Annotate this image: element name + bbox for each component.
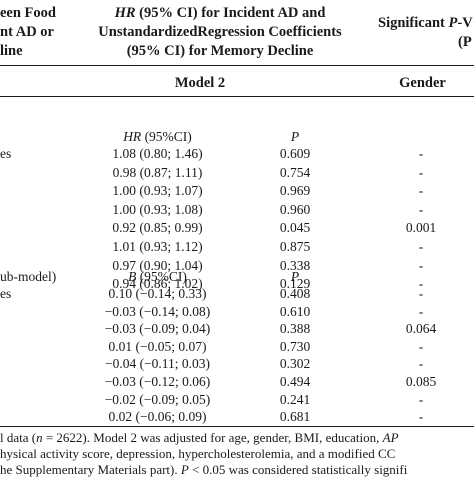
footnote-text: = 2622). Model 2 was adjusted for age, g… bbox=[42, 430, 383, 445]
section2-ci-cell: −0.03 (−0.12; 0.06) bbox=[104, 374, 211, 389]
section1-p-cell: 0.129 bbox=[279, 276, 311, 292]
section1-gender-cell: 0.001 bbox=[405, 220, 437, 236]
model-label: Model 2 bbox=[174, 75, 226, 91]
mid-header-line1-text: (95% CI) for Incident AD and bbox=[135, 5, 326, 21]
right-header-p: P bbox=[448, 15, 458, 31]
section1-gender-cell: - bbox=[418, 146, 424, 161]
section2-gender-cell: - bbox=[418, 409, 424, 425]
rule-mid bbox=[0, 96, 474, 97]
left-header-line2: nt AD or bbox=[0, 24, 54, 40]
section1-ci-cell: 1.00 (0.93; 1.07) bbox=[112, 183, 203, 199]
section1-p-cell: 0.960 bbox=[279, 201, 311, 217]
footnote-text: < 0.05 was considered statistically sign… bbox=[188, 462, 408, 477]
section2-ci-cell: −0.04 (−0.11; 0.03) bbox=[104, 356, 211, 372]
hr-label: HR bbox=[114, 5, 136, 21]
section2-p-cell: 0.610 bbox=[279, 303, 311, 319]
section1-gender-cell: - bbox=[418, 257, 424, 273]
section2-ci-cell: 0.10 (−0.14; 0.33) bbox=[108, 286, 207, 301]
section1-ci-header: HR (95%CI) bbox=[80, 128, 235, 145]
section2-gender-cell: - bbox=[418, 338, 424, 354]
section1-p-cell: 0.338 bbox=[279, 257, 311, 273]
section1-gender-cell: - bbox=[418, 164, 424, 180]
section2-p-header: P bbox=[290, 269, 300, 284]
mid-header-line2: UnstandardizedRegression Coefficients bbox=[98, 24, 342, 40]
footnote-text: he Supplementary Materials part). bbox=[0, 462, 181, 477]
section1-ci-label: (95%CI) bbox=[141, 129, 192, 144]
left-header-line1: een Food bbox=[0, 5, 56, 21]
mid-header-line1: HR (95% CI) for Incident AD and bbox=[95, 4, 345, 22]
gender-label: Gender bbox=[399, 75, 446, 91]
right-header-line2: (P bbox=[458, 34, 472, 50]
section2-ci-header: B (95%CI) bbox=[80, 268, 235, 285]
section2-gender-cell: 0.064 bbox=[405, 321, 437, 337]
section1-p-cell: 0.875 bbox=[279, 239, 311, 254]
section1-ci-cell: 0.92 (0.85; 0.99) bbox=[112, 220, 203, 236]
section1-p-cell: 0.609 bbox=[279, 146, 311, 161]
section2-p-cell: 0.681 bbox=[279, 409, 311, 425]
section2-row-label-2: es bbox=[0, 286, 12, 301]
left-header-line3: line bbox=[0, 43, 23, 59]
section1-ci-cell: 1.08 (0.80; 1.46) bbox=[112, 146, 203, 161]
section1-ci-cell: 0.98 (0.87; 1.11) bbox=[112, 164, 203, 180]
section1-p-cell: 0.969 bbox=[279, 183, 311, 199]
section1-p-cell: 0.045 bbox=[279, 220, 311, 236]
section2-gender-cell: - bbox=[418, 303, 424, 319]
footnote-ap: AP bbox=[382, 430, 399, 445]
section1-p-header: P bbox=[290, 129, 300, 144]
footnote-p: P bbox=[180, 462, 189, 477]
section2-gender-cell: - bbox=[418, 286, 424, 301]
section1-gender-cell: - bbox=[418, 183, 424, 199]
section2-p-cell: 0.302 bbox=[279, 356, 311, 372]
footnote-line2: hysical activity score, depression, hype… bbox=[0, 446, 396, 461]
section1-ci-cell: 1.00 (0.93; 1.08) bbox=[112, 201, 203, 217]
section2-ci-cell: −0.02 (−0.09; 0.05) bbox=[104, 391, 211, 407]
section2-p-cell: 0.730 bbox=[279, 338, 311, 354]
footnote-line1: l data (n = 2622). Model 2 was adjusted … bbox=[0, 429, 399, 446]
section1-ci-cell: 0.97 (0.90; 1.04) bbox=[112, 257, 203, 273]
right-header-line1: Significant P-V bbox=[378, 14, 473, 32]
section2-p-cell: 0.494 bbox=[279, 374, 311, 389]
footnote-text: l data ( bbox=[0, 430, 37, 445]
rule-top bbox=[0, 65, 474, 66]
section2-ci-cell: −0.03 (−0.09; 0.04) bbox=[104, 321, 211, 337]
section1-gender-cell: - bbox=[418, 239, 424, 254]
section2-b-label: B bbox=[128, 269, 137, 284]
footnote-line3: he Supplementary Materials part). P < 0.… bbox=[0, 461, 407, 478]
section1-ci-cell: 1.01 (0.93; 1.12) bbox=[112, 239, 203, 254]
section1-row-label: es bbox=[0, 146, 12, 161]
section2-p-cell: 0.388 bbox=[279, 321, 311, 337]
rule-bottom bbox=[0, 426, 474, 427]
right-header-text: Significant bbox=[378, 15, 449, 31]
section1-gender-cell: - bbox=[418, 276, 424, 292]
section1-gender-cell: - bbox=[418, 201, 424, 217]
section1-ci-cell: 0.94 (0.86; 1.02) bbox=[112, 276, 203, 292]
section2-row-label-1: ub-model) bbox=[0, 269, 57, 284]
section2-gender-cell: 0.085 bbox=[405, 374, 437, 389]
section2-gender-cell: - bbox=[418, 391, 424, 407]
footnote-n: n bbox=[36, 430, 43, 445]
right-header-suffix: -V bbox=[457, 15, 473, 31]
mid-header-line3: (95% CI) for Memory Decline bbox=[126, 43, 314, 59]
section2-gender-cell: - bbox=[418, 356, 424, 372]
section2-ci-label: (95%CI) bbox=[136, 269, 187, 284]
section1-hr-label: HR bbox=[123, 129, 142, 144]
section2-ci-cell: −0.03 (−0.14; 0.08) bbox=[104, 303, 211, 319]
section2-ci-cell: 0.01 (−0.05; 0.07) bbox=[108, 338, 207, 354]
section2-p-cell: 0.408 bbox=[279, 286, 311, 301]
section2-p-cell: 0.241 bbox=[279, 391, 311, 407]
section1-p-cell: 0.754 bbox=[279, 164, 311, 180]
section2-ci-cell: 0.02 (−0.06; 0.09) bbox=[108, 409, 207, 425]
